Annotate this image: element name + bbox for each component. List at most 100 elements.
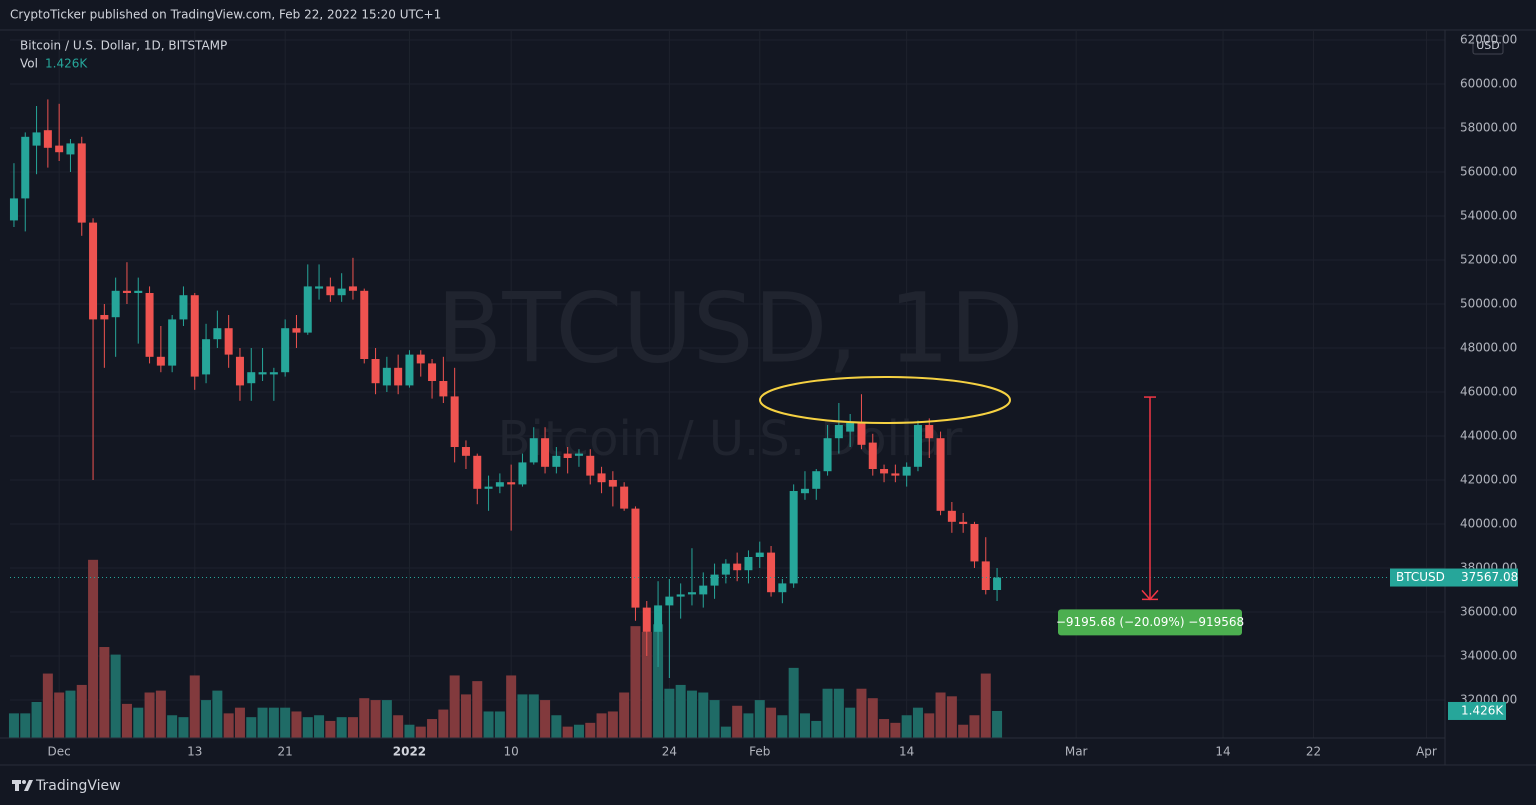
candle-body xyxy=(620,486,629,509)
candle-body xyxy=(202,339,211,375)
volume-bar xyxy=(483,711,494,738)
volume-bar xyxy=(912,707,923,738)
candle-body xyxy=(145,293,154,357)
candle-body xyxy=(247,372,256,384)
candle-body xyxy=(733,563,742,571)
highlight-ellipse xyxy=(759,376,1011,424)
volume-bar xyxy=(246,717,257,738)
x-tick-label: 13 xyxy=(187,745,202,759)
volume-bar xyxy=(528,694,539,738)
volume-bar xyxy=(573,724,584,738)
candle-body xyxy=(507,482,516,485)
volume-bar xyxy=(494,711,505,738)
candle-body xyxy=(168,319,177,366)
candle-body xyxy=(970,524,979,562)
candle-body xyxy=(710,574,719,586)
y-tick-label: 50000.00 xyxy=(1460,297,1517,311)
x-tick-label: 22 xyxy=(1306,745,1321,759)
volume-bar xyxy=(969,715,980,738)
candle-body xyxy=(21,136,30,199)
candle-body xyxy=(767,552,776,593)
y-tick-label: 60000.00 xyxy=(1460,77,1517,91)
candle-body xyxy=(439,381,448,397)
candle-body xyxy=(394,367,403,386)
x-tick-label: Mar xyxy=(1065,745,1088,759)
logo-part xyxy=(24,780,33,791)
currency-box[interactable] xyxy=(1472,35,1504,55)
volume-bar xyxy=(709,700,720,738)
volume-bar xyxy=(540,700,551,738)
volume-bar xyxy=(99,647,110,738)
footer-logo[interactable] xyxy=(12,780,33,791)
volume-bar xyxy=(811,720,822,738)
y-tick-label: 62000.00 xyxy=(1460,33,1517,47)
volume-bar xyxy=(585,722,596,738)
volume-bar xyxy=(698,692,709,738)
candle-body xyxy=(134,290,143,294)
candle-body xyxy=(461,447,470,456)
volume-bar xyxy=(449,675,460,738)
candle-body xyxy=(665,596,674,606)
volume-bar xyxy=(291,711,302,738)
candle-body xyxy=(111,290,120,318)
volume-bar xyxy=(822,688,833,738)
volume-bar xyxy=(946,696,957,738)
volume-bar xyxy=(675,684,686,738)
header: CryptoTicker published on TradingView.co… xyxy=(10,8,441,22)
candle-body xyxy=(959,521,968,525)
candle-body xyxy=(89,222,98,320)
candle-body xyxy=(902,466,911,476)
currency[interactable]: USD xyxy=(1476,39,1500,52)
volume-bar xyxy=(619,692,630,738)
volume-bar xyxy=(370,700,381,738)
volume-bar xyxy=(596,713,607,738)
volume-bar xyxy=(8,713,19,738)
price-tag-value: 37567.08 xyxy=(1461,570,1518,584)
volume-legend: Vol xyxy=(20,57,38,71)
candle-body xyxy=(608,480,617,487)
volume-bar xyxy=(788,667,799,738)
x-tick-label: 14 xyxy=(1215,745,1230,759)
candle-body xyxy=(981,561,990,591)
candle-body xyxy=(834,425,843,439)
volume-bar xyxy=(133,707,144,738)
measure-label-box xyxy=(1058,609,1242,636)
volume-bar xyxy=(178,717,189,738)
x-tick-label: Apr xyxy=(1416,745,1437,759)
candle-body xyxy=(405,354,414,386)
y-tick-label: 42000.00 xyxy=(1460,473,1517,487)
measure-arrowhead xyxy=(1141,589,1159,601)
candle-body xyxy=(100,315,109,320)
volume-bar xyxy=(121,703,132,738)
volume-bar xyxy=(833,688,844,738)
x-tick-label: Dec xyxy=(48,745,71,759)
candle-body xyxy=(371,359,380,384)
candle-body xyxy=(880,469,889,474)
volume-legend-value: 1.426K xyxy=(45,57,88,71)
volume-tag-value: 1.426K xyxy=(1461,703,1504,717)
candle-body xyxy=(778,583,787,593)
y-tick-label: 52000.00 xyxy=(1460,253,1517,267)
candle-body xyxy=(337,288,346,296)
volume-bar xyxy=(65,690,76,738)
volume-bar xyxy=(992,710,1003,738)
candle-body xyxy=(789,491,798,584)
footer-brand[interactable]: TradingView xyxy=(35,778,121,794)
volume-bar xyxy=(438,709,449,738)
volume-bar xyxy=(234,707,245,738)
volume-bar xyxy=(280,707,291,738)
volume-bar xyxy=(155,690,166,738)
candle-body xyxy=(190,295,199,377)
volume-bar xyxy=(110,654,121,738)
candle-body xyxy=(676,594,685,597)
volume-bar xyxy=(460,694,471,738)
candle-body xyxy=(868,442,877,470)
y-tick-label: 58000.00 xyxy=(1460,121,1517,135)
volume-bar xyxy=(42,673,53,738)
candle-body xyxy=(846,422,855,432)
volume-bar xyxy=(314,715,325,738)
candle-body xyxy=(32,132,41,146)
candle-body xyxy=(744,557,753,571)
